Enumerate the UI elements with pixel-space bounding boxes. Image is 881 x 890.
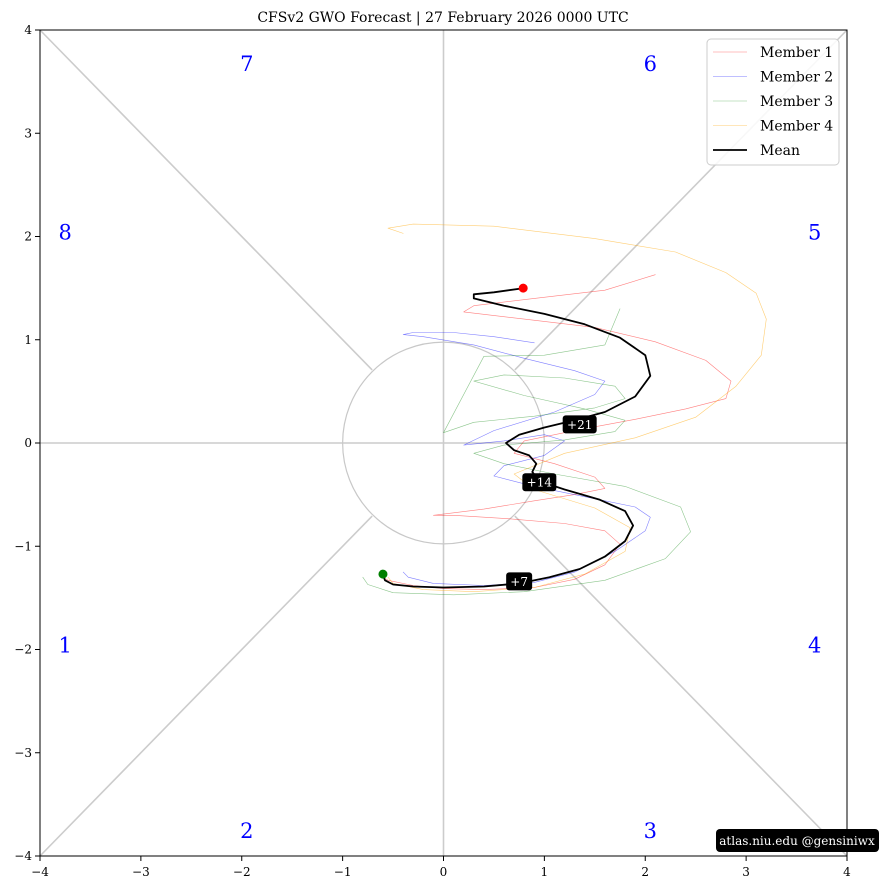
phase-label-3: 3: [644, 819, 657, 843]
x-tick-label: −3: [132, 865, 150, 879]
y-tick-label: 0: [24, 436, 32, 450]
day-label: +14: [527, 476, 553, 490]
end-marker: [518, 283, 528, 293]
y-tick-label: 4: [24, 23, 32, 37]
phase-label-8: 8: [59, 220, 72, 244]
day-label-box: [522, 473, 557, 492]
x-tick-label: 1: [541, 865, 549, 879]
day-label: +21: [567, 418, 592, 432]
diagonal-sw-line: [39, 515, 373, 857]
ensemble-series: [362, 223, 767, 596]
watermark-box: [716, 829, 879, 852]
legend-entry: Member 1: [760, 45, 833, 61]
y-tick-label: 2: [24, 230, 32, 244]
start-marker: [378, 569, 388, 579]
x-tick-label: 2: [641, 865, 649, 879]
phase-label-1: 1: [59, 633, 72, 657]
phase-label-7: 7: [240, 52, 253, 76]
y-tick-label: 1: [24, 333, 32, 347]
y-tick-label: −3: [14, 746, 32, 760]
y-tick-label: −4: [14, 849, 32, 863]
series-line-member-1: [382, 274, 732, 590]
watermark: atlas.niu.edu @gensiniwx: [716, 829, 879, 852]
unit-circle: [342, 341, 545, 545]
trajectory-markers: [378, 283, 528, 579]
legend: Member 1 Member 2 Member 3 Member 4 Mean: [706, 38, 840, 166]
phase-boundary-lines: [39, 29, 848, 857]
legend-entry: Member 4: [760, 119, 833, 135]
chart-title: CFSv2 GWO Forecast | 27 February 2026 00…: [257, 10, 628, 26]
x-tick-label: −4: [31, 865, 49, 879]
legend-entry: Mean: [760, 143, 800, 159]
series-line-member-3: [362, 308, 691, 596]
phase-label-5: 5: [808, 220, 821, 244]
day-label-box: [506, 572, 533, 591]
x-tick-label: 0: [440, 865, 448, 879]
day-label-box: [562, 415, 597, 434]
phase-label-2: 2: [240, 819, 253, 843]
y-tick-label: −2: [14, 643, 32, 657]
watermark-text: atlas.niu.edu @gensiniwx: [719, 834, 875, 848]
x-tick-label: 3: [742, 865, 750, 879]
x-tick-label: −2: [233, 865, 251, 879]
y-tick-label: −1: [14, 539, 32, 553]
y-tick-label: 3: [24, 126, 32, 140]
series-line-member-4: [387, 223, 767, 592]
legend-entry: Member 2: [760, 70, 833, 86]
phase-label-4: 4: [808, 633, 821, 657]
x-tick-label: 4: [843, 865, 851, 879]
phase-label-6: 6: [644, 52, 657, 76]
legend-entry: Member 3: [760, 94, 833, 110]
day-labels: +7 +14 +21: [506, 415, 597, 591]
x-tick-label: −1: [334, 865, 352, 879]
axis-ticks: −4 −3 −2 −1 0 1 2 3 4 −4 −3 −2 −1 0 1 2 3 4: [14, 23, 851, 879]
diagonal-nw-line: [39, 29, 373, 371]
legend-box: [706, 38, 840, 166]
phase-labels: 1 2 3 4 5 6 7 8: [59, 52, 822, 843]
day-label: +7: [510, 575, 528, 589]
diagonal-se-line: [514, 515, 848, 857]
